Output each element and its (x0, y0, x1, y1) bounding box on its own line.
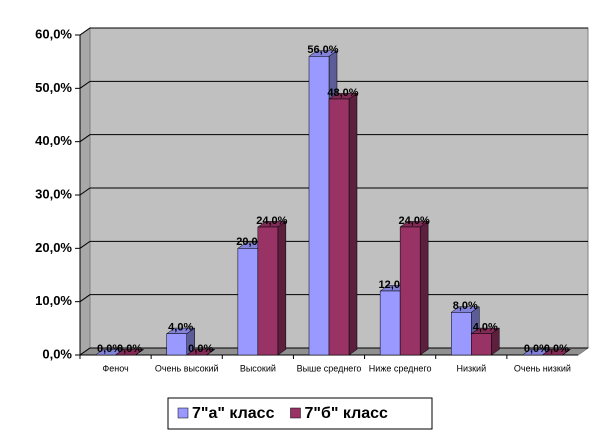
value-label: 0,0% (117, 343, 142, 355)
bar (470, 327, 501, 356)
y-tick-label: 10,0% (35, 293, 72, 308)
x-tick-label: Низкий (456, 363, 486, 373)
x-tick-label: Высокий (240, 363, 276, 373)
grid-line (79, 187, 588, 196)
bar-side (348, 92, 358, 356)
y-tick-label: 40,0% (35, 133, 72, 148)
value-label: 0,0% (544, 343, 569, 355)
bar-front (237, 248, 259, 356)
bar (399, 220, 429, 356)
bar (165, 327, 196, 356)
bar (328, 92, 358, 356)
value-label: 4,0% (168, 322, 193, 334)
x-tick-label: Очень низкий (514, 363, 571, 373)
value-label: 0,0% (524, 343, 549, 355)
grid-line (79, 80, 588, 89)
bar (185, 349, 216, 356)
grid-line (79, 134, 588, 143)
bar-front (471, 333, 492, 356)
bar-front (308, 56, 330, 356)
legend-swatch (290, 407, 301, 419)
value-label: 56,0% (307, 44, 338, 56)
y-tick-label: 20,0% (35, 240, 72, 255)
bar-front (257, 226, 279, 356)
value-label: 0,0% (97, 343, 122, 355)
value-label: 4,0% (473, 322, 498, 334)
bar-front (328, 98, 350, 356)
value-label: 24,0% (256, 215, 287, 227)
x-tick-label: Очень высокий (155, 363, 219, 373)
bar-side (277, 220, 287, 356)
x-tick-label: Ниже среднего (369, 363, 432, 373)
bar-side (562, 349, 571, 356)
value-label: 24,0% (399, 215, 430, 227)
bar-front (379, 290, 401, 356)
legend-label: 7"а" класс (192, 405, 275, 422)
x-tick-label: Феноч (102, 363, 129, 373)
bar-front (166, 333, 187, 356)
y-tick-label: 60,0% (35, 26, 72, 41)
value-label: 0,0% (188, 343, 213, 355)
bar-front (399, 226, 421, 356)
y-tick-label: 0,0% (42, 346, 72, 361)
legend-swatch (177, 407, 189, 419)
grid-line (79, 27, 588, 36)
y-tick-label: 30,0% (35, 186, 72, 201)
bar (114, 349, 145, 356)
legend: 7"а" класс 7"б" класс (167, 397, 433, 430)
bar-side (135, 349, 144, 356)
x-tick-label: Выше среднего (297, 363, 362, 373)
y-tick-label: 50,0% (35, 80, 72, 95)
bar (541, 349, 572, 356)
legend-label: 7"б" класс (304, 405, 388, 422)
value-label: 8,0% (453, 300, 478, 312)
bar-side (206, 349, 215, 356)
bar-front (451, 312, 472, 356)
bar (257, 220, 287, 356)
value-label: 48,0% (327, 87, 358, 99)
bar-side (419, 220, 429, 356)
